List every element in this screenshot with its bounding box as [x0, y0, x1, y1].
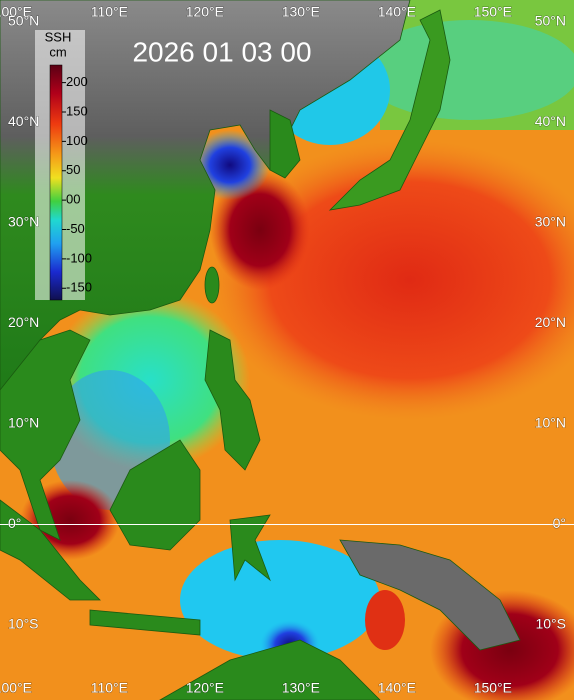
latitude-label: 50°N — [8, 13, 39, 29]
longitude-label: 140°E — [378, 4, 416, 20]
colorbar-tick-label: 200 — [66, 74, 88, 89]
longitude-label: 110°E — [91, 4, 128, 20]
latitude-label: 10°S — [535, 616, 566, 632]
latitude-label: 0° — [8, 515, 21, 531]
longitude-label: 130°E — [282, 680, 320, 696]
colorbar-tick-label: 50 — [66, 162, 80, 177]
latitude-label: 0° — [553, 515, 566, 531]
longitude-label: 100°E — [0, 680, 32, 696]
longitude-label: 120°E — [186, 4, 224, 20]
colorbar-tick-label: -150 — [66, 280, 92, 295]
latitude-label: 10°S — [8, 616, 39, 632]
latitude-label: 50°N — [535, 13, 566, 29]
latitude-label: 40°N — [8, 113, 39, 129]
latitude-label: 40°N — [535, 113, 566, 129]
colorbar-tick-label: -50 — [66, 221, 85, 236]
colorbar — [49, 64, 63, 301]
latitude-label: 30°N — [535, 214, 566, 230]
longitude-label: 130°E — [282, 4, 320, 20]
land — [0, 0, 521, 700]
latitude-label: 20°N — [8, 314, 39, 330]
colorbar-tick-label: 00 — [66, 192, 80, 207]
colorbar-title: SSH — [45, 29, 72, 44]
latitude-label: 30°N — [8, 214, 39, 230]
longitude-label: 120°E — [186, 680, 224, 696]
latitude-label: 20°N — [535, 314, 566, 330]
colorbar-tick-label: 100 — [66, 133, 88, 148]
colorbar-tick-label: -100 — [66, 250, 92, 265]
longitude-label: 110°E — [91, 680, 128, 696]
labels: 200 150 100 50 00 -50 -100 -150 100°E 100°E 110°E 1… — [0, 3, 574, 696]
longitude-label: 150°E — [474, 4, 512, 20]
longitude-label: 100°E — [0, 4, 32, 20]
longitude-label: 150°E — [474, 680, 512, 696]
longitude-label: 140°E — [378, 680, 416, 696]
colorbar-tick-label: 150 — [66, 103, 88, 118]
colorbar-unit: cm — [49, 44, 66, 59]
map-title: 2026 01 03 00 — [132, 36, 311, 67]
latitude-label: 10°N — [535, 415, 566, 431]
latitude-label: 10°N — [8, 415, 39, 431]
